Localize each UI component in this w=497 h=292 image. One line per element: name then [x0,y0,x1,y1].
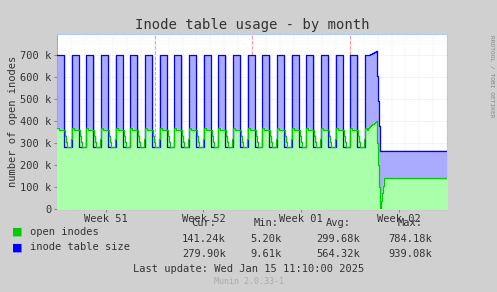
Text: 279.90k: 279.90k [182,249,226,259]
Title: Inode table usage - by month: Inode table usage - by month [135,18,369,32]
Text: inode table size: inode table size [30,242,130,252]
Text: RRDTOOL / TOBI OETIKER: RRDTOOL / TOBI OETIKER [490,35,495,118]
Text: Last update: Wed Jan 15 11:10:00 2025: Last update: Wed Jan 15 11:10:00 2025 [133,264,364,274]
Text: Munin 2.0.33-1: Munin 2.0.33-1 [214,277,283,286]
Y-axis label: number of open inodes: number of open inodes [7,55,17,187]
Text: 299.68k: 299.68k [316,234,360,244]
Text: ■: ■ [12,227,23,237]
Text: Max:: Max: [398,218,422,227]
Text: Avg:: Avg: [326,218,350,227]
Text: 141.24k: 141.24k [182,234,226,244]
Text: 939.08k: 939.08k [388,249,432,259]
Text: ■: ■ [12,242,23,252]
Text: 5.20k: 5.20k [250,234,281,244]
Text: 9.61k: 9.61k [250,249,281,259]
Text: Cur:: Cur: [191,218,216,227]
Text: 784.18k: 784.18k [388,234,432,244]
Text: Min:: Min: [253,218,278,227]
Text: 564.32k: 564.32k [316,249,360,259]
Text: open inodes: open inodes [30,227,98,237]
